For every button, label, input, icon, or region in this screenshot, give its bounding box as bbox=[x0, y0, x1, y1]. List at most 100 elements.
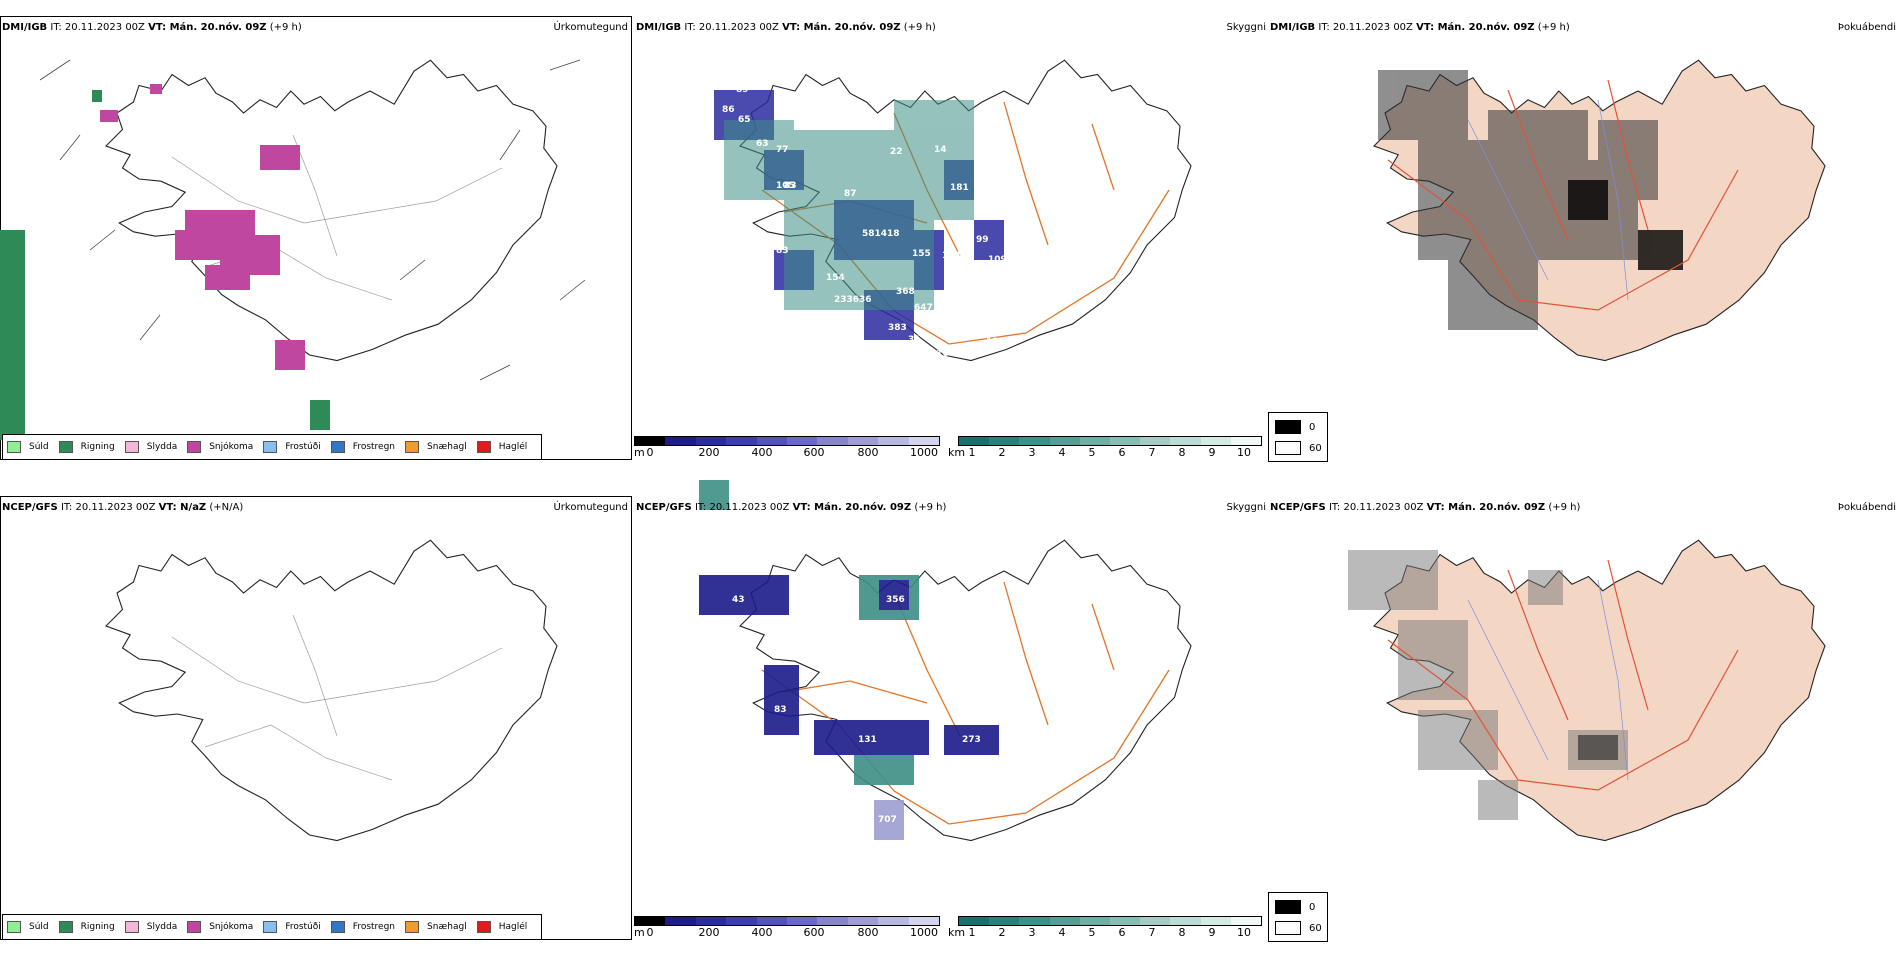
legend-item: Slydda bbox=[124, 441, 177, 453]
precip-type-legend: Súld Rigning Slydda Snjókoma Frostúði Fr… bbox=[2, 914, 543, 940]
ceiling-label: 43 bbox=[732, 595, 745, 605]
panel-title: Úrkomutegund bbox=[553, 502, 628, 513]
visibility-tick: 7 bbox=[1148, 446, 1156, 459]
legend-swatch bbox=[124, 441, 139, 453]
legend-item: Snjókoma bbox=[187, 921, 253, 933]
legend-swatch bbox=[58, 921, 73, 933]
visibility-map: 43 356 83 131 273 707 bbox=[699, 480, 1192, 842]
panel-dmi-fog: DMI/IGB IT: 20.11.2023 00Z VT: Mán. 20.n… bbox=[1268, 0, 1900, 475]
panel-title: Skyggni bbox=[1226, 502, 1266, 513]
init-time: IT: 20.11.2023 00Z bbox=[50, 22, 145, 33]
forecast-offset: (+9 h) bbox=[1548, 502, 1581, 513]
legend-swatch bbox=[476, 441, 491, 453]
panel-header: NCEP/GFS IT: 20.11.2023 00Z VT: Mán. 20.… bbox=[636, 502, 946, 513]
visibility-areas bbox=[724, 100, 974, 310]
valid-time: VT: Mán. 20.nóv. 09Z bbox=[792, 502, 912, 513]
visibility-tick: 10 bbox=[1237, 926, 1251, 939]
ceiling-label: 647 bbox=[914, 303, 933, 313]
ceiling-label: 34 bbox=[796, 115, 809, 125]
legend-swatch bbox=[330, 441, 345, 453]
init-time: IT: 20.11.2023 00Z bbox=[1328, 502, 1424, 513]
visibility-tick: 6 bbox=[1118, 926, 1126, 939]
forecast-offset: (+9 h) bbox=[269, 22, 302, 33]
valid-time: VT: Mán. 20.nóv. 09Z bbox=[1416, 22, 1535, 33]
source-label: NCEP/GFS bbox=[636, 502, 692, 513]
ceiling-label: 135 bbox=[986, 337, 1005, 347]
init-time: IT: 20.11.2023 00Z bbox=[1318, 22, 1413, 33]
visibility-unit: km bbox=[948, 926, 966, 939]
init-time: IT: 20.11.2023 00Z bbox=[60, 502, 156, 513]
panel-gfs-fog: NCEP/GFS IT: 20.11.2023 00Z VT: Mán. 20.… bbox=[1268, 480, 1900, 955]
legend-swatch bbox=[476, 921, 491, 933]
legend-swatch bbox=[124, 921, 139, 933]
legend-swatch bbox=[405, 921, 420, 933]
ceiling-label: 94 bbox=[756, 201, 769, 211]
legend-swatch bbox=[187, 921, 202, 933]
visibility-bar bbox=[958, 436, 1262, 446]
ceiling-label: 116 bbox=[930, 349, 949, 359]
visibility-colorbar: km 1 2 3 4 5 6 7 8 9 10 bbox=[948, 436, 1262, 460]
ceiling-tick: 600 bbox=[803, 446, 825, 459]
legend-item: Frostúði bbox=[263, 441, 321, 453]
init-time: IT: 20.11.2023 00Z bbox=[684, 22, 779, 33]
ceiling-tick: 1000 bbox=[910, 926, 938, 939]
legend-item: Snjókoma bbox=[187, 441, 253, 453]
visibility-tick: 6 bbox=[1118, 446, 1126, 459]
fog-swatch-dark bbox=[1275, 420, 1301, 434]
source-label: DMI/IGB bbox=[636, 22, 682, 33]
visibility-colorbar: km 1 2 3 4 5 6 7 8 9 10 bbox=[948, 916, 1262, 940]
panel-gfs-precip-type: NCEP/GFS IT: 20.11.2023 00Z VT: N/aZ (+N… bbox=[0, 480, 632, 955]
source-label: DMI/IGB bbox=[1270, 22, 1316, 33]
valid-time: VT: Mán. 20.nóv. 09Z bbox=[148, 22, 267, 33]
ceiling-label: 936 bbox=[950, 311, 969, 321]
ceiling-colorbar: m 0 200 400 600 800 1000 bbox=[634, 436, 940, 460]
ceiling-label: 89 bbox=[736, 85, 749, 95]
legend-item: Frostregn bbox=[330, 441, 395, 453]
panel-title: Úrkomutegund bbox=[553, 22, 628, 33]
fog-swatch-light bbox=[1275, 441, 1301, 455]
ceiling-tick: 400 bbox=[751, 446, 773, 459]
ceiling-label: 109 bbox=[988, 255, 1007, 265]
source-label: NCEP/GFS bbox=[1270, 502, 1326, 513]
valid-time: VT: Mán. 20.nóv. 09Z bbox=[1426, 502, 1546, 513]
ceiling-label: 99 bbox=[976, 235, 989, 245]
ceiling-label: 451 bbox=[946, 291, 965, 301]
forecast-offset: (+9 h) bbox=[914, 502, 947, 513]
ceiling-tick: 800 bbox=[857, 926, 879, 939]
legend-swatch bbox=[7, 441, 21, 453]
ceiling-label: 155 bbox=[912, 249, 931, 259]
panel-dmi-precip-type: DMI/IGB IT: 20.11.2023 00Z VT: Mán. 20.n… bbox=[0, 0, 632, 475]
legend-item: Snæhagl bbox=[405, 441, 467, 453]
ceiling-label: 77 bbox=[776, 145, 789, 155]
fog-legend: 0 60 bbox=[1268, 412, 1328, 462]
visibility-tick: 3 bbox=[1028, 926, 1036, 939]
ceiling-label: 368 bbox=[896, 287, 915, 297]
fog-legend: 0 60 bbox=[1268, 892, 1328, 942]
ceiling-tick: 0 bbox=[646, 926, 654, 939]
ceiling-label: 198 bbox=[1014, 283, 1033, 293]
legend-swatch bbox=[58, 441, 73, 453]
panel-header: DMI/IGB IT: 20.11.2023 00Z VT: Mán. 20.n… bbox=[2, 22, 302, 33]
init-time: IT: 20.11.2023 00Z bbox=[694, 502, 790, 513]
rain-areas bbox=[0, 90, 330, 440]
source-label: DMI/IGB bbox=[2, 22, 48, 33]
visibility-tick: 3 bbox=[1028, 446, 1036, 459]
panel-title: Skyggni bbox=[1226, 22, 1266, 33]
ceiling-tick: 600 bbox=[803, 926, 825, 939]
ceiling-label: 581418 bbox=[862, 229, 900, 239]
visibility-tick: 8 bbox=[1178, 926, 1186, 939]
legend-item: Rigning bbox=[58, 921, 115, 933]
valid-time: VT: N/aZ bbox=[158, 502, 207, 513]
fog-shading bbox=[1348, 550, 1628, 820]
ceiling-tick: 400 bbox=[751, 926, 773, 939]
ceiling-label: 131 bbox=[858, 735, 877, 745]
snow-areas bbox=[100, 84, 305, 370]
visibility-tick: 7 bbox=[1148, 926, 1156, 939]
precip-type-legend: Súld Rigning Slydda Snjókoma Frostúði Fr… bbox=[2, 434, 543, 460]
visibility-tick: 2 bbox=[998, 446, 1006, 459]
panel-gfs-visibility: 43 356 83 131 273 707 NCEP/GFS IT: 20.11… bbox=[634, 480, 1266, 955]
ceiling-label: 22 bbox=[890, 147, 903, 157]
ceiling-tick: 800 bbox=[857, 446, 879, 459]
visibility-tick: 2 bbox=[998, 926, 1006, 939]
visibility-tick: 5 bbox=[1088, 926, 1096, 939]
